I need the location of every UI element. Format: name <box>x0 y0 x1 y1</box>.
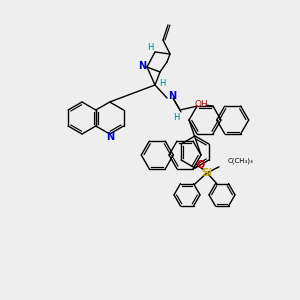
Text: OH: OH <box>194 100 208 109</box>
Text: O: O <box>197 160 205 170</box>
Text: N: N <box>106 132 114 142</box>
Text: H: H <box>147 43 153 52</box>
Text: N: N <box>168 91 176 101</box>
Text: N: N <box>138 61 146 71</box>
Text: C(CH₃)₃: C(CH₃)₃ <box>228 158 254 164</box>
Text: H: H <box>159 79 165 88</box>
Text: H: H <box>173 112 179 122</box>
Text: Si: Si <box>201 168 213 178</box>
